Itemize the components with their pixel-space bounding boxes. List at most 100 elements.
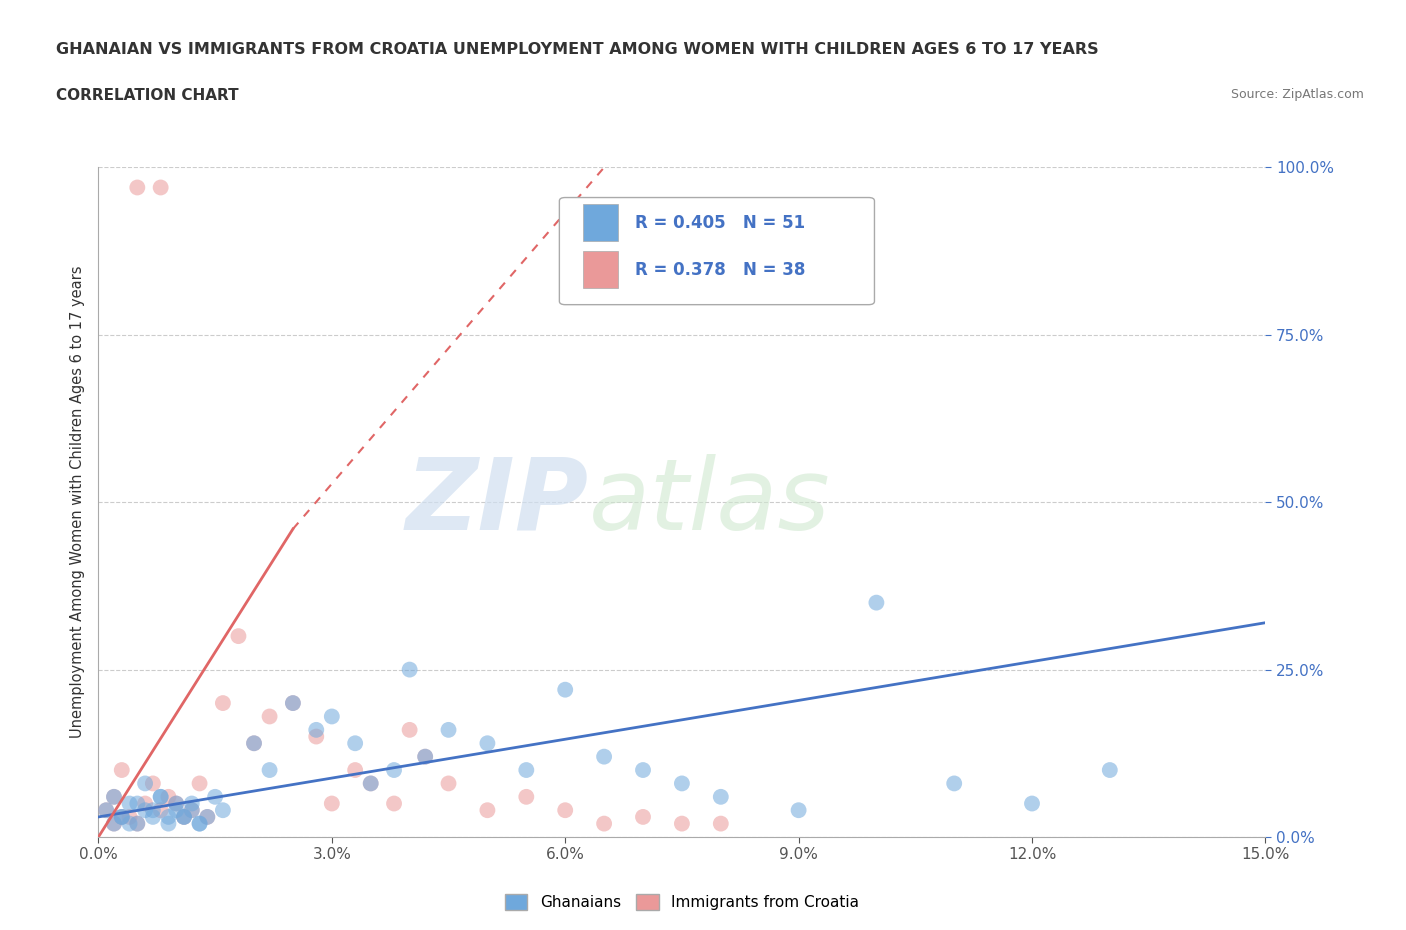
Point <box>165 796 187 811</box>
Point <box>1098 763 1121 777</box>
Point <box>360 776 382 790</box>
Point <box>321 796 343 811</box>
Point <box>173 809 195 824</box>
Point <box>631 763 654 777</box>
Point <box>165 796 187 811</box>
Point <box>195 809 218 824</box>
Point <box>180 796 202 811</box>
Point <box>344 763 367 777</box>
Point <box>157 817 180 831</box>
Point <box>228 629 250 644</box>
Point <box>631 809 654 824</box>
Point <box>96 803 118 817</box>
Point <box>111 763 134 777</box>
Point <box>118 809 141 824</box>
Point <box>188 817 211 831</box>
FancyBboxPatch shape <box>582 205 617 241</box>
Point <box>173 809 195 824</box>
Text: R = 0.405   N = 51: R = 0.405 N = 51 <box>636 214 806 232</box>
Point <box>127 180 149 195</box>
Point <box>243 736 266 751</box>
Point <box>134 776 156 790</box>
Point <box>134 796 156 811</box>
Point <box>149 790 172 804</box>
Point <box>382 796 405 811</box>
Point <box>671 776 693 790</box>
Point <box>96 803 118 817</box>
Point <box>157 809 180 824</box>
Point <box>165 803 187 817</box>
Point <box>943 776 966 790</box>
Point <box>787 803 810 817</box>
Point <box>111 809 134 824</box>
Point <box>865 595 887 610</box>
Point <box>103 817 125 831</box>
Point <box>180 803 202 817</box>
Point <box>173 809 195 824</box>
Text: ZIP: ZIP <box>405 454 589 551</box>
Point <box>413 750 436 764</box>
Point <box>477 736 499 751</box>
Point <box>212 803 235 817</box>
Point <box>437 776 460 790</box>
Point <box>149 803 172 817</box>
Point <box>118 796 141 811</box>
Point <box>195 809 218 824</box>
Point <box>259 709 281 724</box>
Point <box>321 709 343 724</box>
Point <box>134 803 156 817</box>
Point <box>149 180 172 195</box>
Point <box>305 723 328 737</box>
Point <box>103 790 125 804</box>
Point <box>671 817 693 831</box>
Point <box>204 790 226 804</box>
Point <box>111 809 134 824</box>
Text: CORRELATION CHART: CORRELATION CHART <box>56 88 239 103</box>
FancyBboxPatch shape <box>560 197 875 305</box>
Point <box>281 696 304 711</box>
Y-axis label: Unemployment Among Women with Children Ages 6 to 17 years: Unemployment Among Women with Children A… <box>69 266 84 738</box>
Point <box>212 696 235 711</box>
Point <box>103 790 125 804</box>
Point <box>118 817 141 831</box>
Point <box>111 809 134 824</box>
Point <box>142 776 165 790</box>
Point <box>243 736 266 751</box>
FancyBboxPatch shape <box>582 251 617 288</box>
Point <box>398 723 420 737</box>
Point <box>188 817 211 831</box>
Point <box>142 809 165 824</box>
Point <box>142 803 165 817</box>
Point <box>554 683 576 698</box>
Point <box>413 750 436 764</box>
Point <box>515 763 537 777</box>
Point <box>1021 796 1043 811</box>
Text: atlas: atlas <box>589 454 830 551</box>
Point <box>437 723 460 737</box>
Text: R = 0.378   N = 38: R = 0.378 N = 38 <box>636 260 806 278</box>
Point <box>593 817 616 831</box>
Point <box>103 817 125 831</box>
Text: Source: ZipAtlas.com: Source: ZipAtlas.com <box>1230 88 1364 101</box>
Point <box>127 817 149 831</box>
Point <box>259 763 281 777</box>
Point <box>180 803 202 817</box>
Point <box>127 817 149 831</box>
Point <box>382 763 405 777</box>
Point <box>710 817 733 831</box>
Point <box>157 790 180 804</box>
Point <box>477 803 499 817</box>
Point <box>515 790 537 804</box>
Point <box>398 662 420 677</box>
Point <box>710 790 733 804</box>
Point <box>149 790 172 804</box>
Point <box>593 750 616 764</box>
Point <box>281 696 304 711</box>
Point <box>360 776 382 790</box>
Point <box>305 729 328 744</box>
Text: GHANAIAN VS IMMIGRANTS FROM CROATIA UNEMPLOYMENT AMONG WOMEN WITH CHILDREN AGES : GHANAIAN VS IMMIGRANTS FROM CROATIA UNEM… <box>56 42 1099 57</box>
Point <box>344 736 367 751</box>
Point <box>127 796 149 811</box>
Legend: Ghanaians, Immigrants from Croatia: Ghanaians, Immigrants from Croatia <box>499 888 865 916</box>
Point <box>188 776 211 790</box>
